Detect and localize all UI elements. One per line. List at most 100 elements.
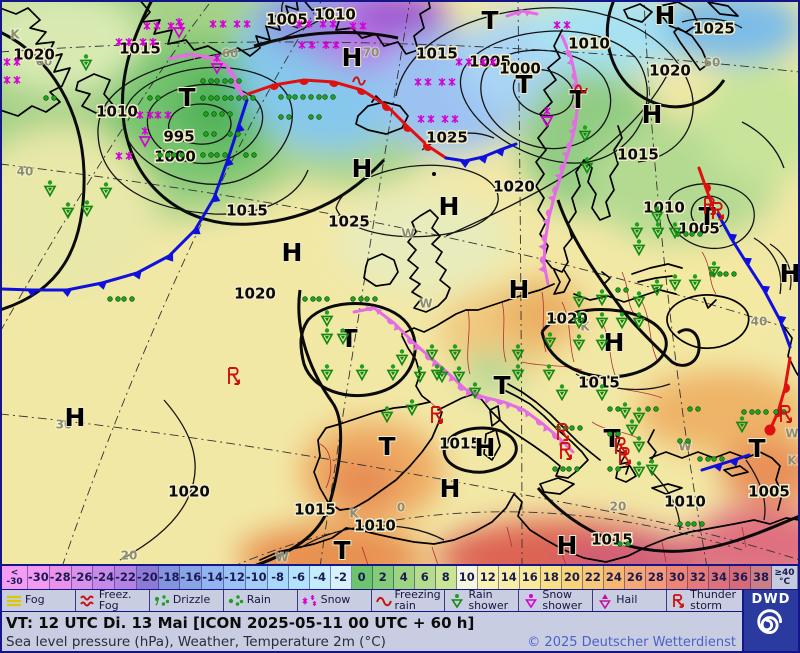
temperature-scale: < -30 -30 -28 -26 -24 -22 -20 -18 -16 -14 -12 -10 -8… (2, 564, 798, 590)
legend-item-label: Snow (320, 593, 351, 607)
grid-label: 60 (36, 55, 53, 69)
front-wave-point (764, 424, 776, 436)
dwd-logo: DWD (742, 590, 798, 651)
pressure-center-marker: T (569, 85, 586, 114)
scale-cell: 24 (603, 566, 625, 589)
valid-time-line: VT: 12 UTC Di. 13 Mai [ICON 2025-05-11 0… (2, 612, 798, 633)
legend-item-label: Freez. Fog (98, 588, 132, 612)
pressure-center-marker: H (282, 238, 303, 267)
pressure-center-marker: H (352, 154, 373, 183)
fronts (2, 9, 792, 472)
hail-icon (599, 592, 611, 609)
pressure-label: 1010 (568, 35, 610, 53)
pressure-center-marker: T (515, 70, 532, 99)
scale-cell: -14 (202, 566, 225, 589)
grid-label: W (275, 551, 288, 565)
copyright-text: © 2025 Deutscher Wetterdienst (527, 634, 736, 650)
pressure-center-marker: H (440, 474, 461, 503)
scale-cell: -30 (28, 566, 50, 589)
scale-cell: 34 (708, 566, 730, 589)
legend-item-thunderstorm: Thunder storm (666, 589, 740, 611)
pressure-label: 1015 (439, 435, 481, 453)
pressure-label: 1015 (617, 146, 659, 164)
pressure-center-marker: H (342, 43, 363, 72)
freez-fog-icon (79, 595, 94, 606)
warm-front-east-lower (768, 356, 792, 432)
legend-item-label: Drizzle (172, 593, 211, 607)
scale-cell: 26 (624, 566, 646, 589)
pressure-center-marker: T (493, 371, 510, 400)
pressure-center-marker: H (475, 433, 496, 462)
scale-cell: -8 (267, 566, 289, 589)
legend-item-drizzle: Drizzle (148, 590, 223, 611)
scale-cell: 0 (351, 566, 373, 589)
legend-item-freezing-rain: Freezing rain (370, 589, 445, 611)
grid-label: W (785, 427, 798, 441)
scale-cell: 36 (729, 566, 751, 589)
scale-cell: 22 (582, 566, 604, 589)
pressure-label: 1025 (328, 213, 370, 231)
warm-front-iceland (246, 78, 448, 160)
scale-cell: -24 (93, 566, 116, 589)
scale-cell: 10 (456, 566, 478, 589)
scale-cell: ≥40 °C (771, 566, 798, 589)
scale-cell: 30 (666, 566, 688, 589)
scale-cell: 12 (477, 566, 499, 589)
occluded-front-atlantic-low (167, 52, 247, 100)
pressure-center-marker: T (333, 536, 350, 564)
pressure-label: 1010 (314, 6, 356, 24)
scale-cell: 28 (645, 566, 667, 589)
pressure-label: 1025 (426, 129, 468, 147)
pressure-center-marker: T (178, 83, 195, 112)
valid-time-text: VT: 12 UTC Di. 13 Mai [ICON 2025-05-11 0… (6, 613, 475, 632)
grid-label: 20 (610, 500, 627, 514)
field-description-line: Sea level pressure (hPa), Weather, Tempe… (2, 633, 798, 651)
grid-label: 20 (121, 549, 138, 563)
grid-label: 60 (222, 47, 239, 61)
pressure-label: 1010 (354, 517, 396, 535)
legend-item-rain: Rain (222, 590, 297, 611)
grid-label: K (349, 507, 359, 521)
pressure-label: 1015 (119, 40, 161, 58)
pressure-center-marker: H (604, 328, 625, 357)
pressure-center-marker: T (748, 434, 765, 463)
pressure-label: 1020 (168, 483, 210, 501)
scale-cell: 6 (414, 566, 436, 589)
field-description-text: Sea level pressure (hPa), Weather, Tempe… (6, 634, 386, 650)
pressure-label: 1000 (499, 60, 541, 78)
scale-cell: -4 (309, 566, 331, 589)
scale-cell: 4 (393, 566, 415, 589)
cold-front-norwegian-sea (444, 142, 518, 168)
legend-item-fog: Fog (2, 590, 75, 611)
occluded-front-france-italy (352, 306, 575, 454)
pressure-label: 1010 (643, 199, 685, 217)
pressure-center-marker: H (65, 403, 86, 432)
drizzle-icon (154, 594, 170, 606)
rain-icon (228, 594, 244, 606)
legend-item-label: Snow shower (542, 588, 583, 612)
scale-cell: 14 (498, 566, 520, 589)
scale-cell: 32 (687, 566, 709, 589)
scale-cell: < -30 (2, 566, 29, 589)
pressure-label: 1005 (748, 483, 790, 501)
scale-cell: -6 (288, 566, 310, 589)
pressure-label: 1015 (578, 374, 620, 392)
scale-cell: -26 (71, 566, 94, 589)
scale-cell: -22 (115, 566, 137, 589)
fog-icon (5, 595, 23, 606)
warm-front-east-upper (697, 166, 716, 212)
pressure-label: 1020 (234, 285, 276, 303)
scale-cell: 2 (372, 566, 394, 589)
scale-cell: 38 (750, 566, 772, 589)
legend-item-label: Fog (25, 593, 45, 607)
grid-label: K (787, 454, 797, 468)
grid-label: W (401, 227, 414, 241)
scale-cell: 16 (519, 566, 541, 589)
dwd-logo-text: DWD (751, 592, 791, 607)
legend-item-label: Rain shower (468, 588, 509, 612)
scale-cell: -12 (224, 566, 246, 589)
freezing-rain-icon (375, 596, 392, 606)
